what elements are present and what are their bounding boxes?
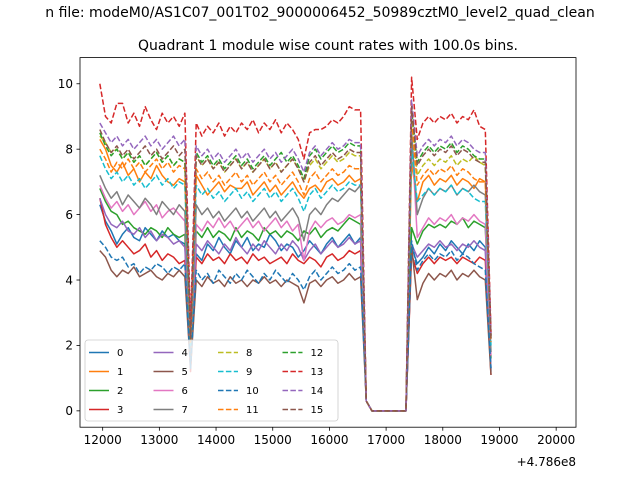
y-tick-label: 2: [65, 339, 73, 353]
x-tick-label: 14000: [197, 433, 235, 447]
figure-suptitle: n file: modeM0/AS1C07_001T02_9000006452_…: [45, 5, 594, 21]
series-line-4: [99, 197, 492, 412]
x-tick-label: 16000: [310, 433, 348, 447]
plot-lines: [99, 76, 492, 412]
chart-title: Quadrant 1 module wise count rates with …: [138, 38, 518, 54]
legend-label-7: 7: [182, 405, 188, 416]
x-tick-label: 20000: [537, 433, 575, 447]
legend-label-12: 12: [311, 348, 324, 359]
legend-label-9: 9: [246, 367, 252, 378]
legend-label-2: 2: [117, 386, 123, 397]
series-line-12: [99, 109, 492, 412]
legend-label-4: 4: [182, 348, 188, 359]
x-tick-label: 18000: [424, 433, 462, 447]
series-line-7: [99, 132, 492, 412]
axes-frame: [79, 57, 577, 428]
legend-label-1: 1: [117, 367, 123, 378]
series-line-15: [99, 105, 492, 412]
x-tick-label: 12000: [84, 433, 122, 447]
series-line-3: [99, 198, 492, 412]
series-line-6: [99, 132, 492, 412]
x-tick-label: 13000: [140, 433, 178, 447]
legend-label-0: 0: [117, 348, 123, 359]
series-line-9: [99, 148, 492, 412]
y-tick-label: 6: [65, 208, 73, 222]
y-axis: 0 2 4 6 8 10: [58, 77, 80, 418]
y-tick-label: 0: [65, 404, 73, 418]
legend-box: [84, 339, 339, 422]
series-line-2: [99, 188, 492, 412]
legend-label-8: 8: [246, 348, 252, 359]
x-tick-label: 17000: [367, 433, 405, 447]
series-line-10: [99, 240, 492, 412]
x-offset-label: +4.786e8: [517, 455, 576, 469]
y-tick-label: 4: [65, 273, 73, 287]
y-tick-label: 8: [65, 142, 73, 156]
series-line-11: [99, 119, 492, 412]
legend-label-15: 15: [311, 405, 324, 416]
series-line-14: [99, 99, 492, 412]
y-tick-label: 10: [58, 77, 73, 91]
legend-label-3: 3: [117, 405, 123, 416]
legend-label-11: 11: [246, 405, 259, 416]
legend-label-14: 14: [311, 386, 324, 397]
series-line-0: [99, 204, 492, 412]
x-tick-label: 19000: [480, 433, 518, 447]
legend-label-10: 10: [246, 386, 259, 397]
series-line-13: [99, 76, 492, 412]
series-line-5: [99, 246, 492, 412]
legend-label-5: 5: [182, 367, 188, 378]
series-line-1: [99, 138, 492, 412]
x-axis: 12000 13000 14000 15000 16000 17000 18000 19000…: [84, 427, 575, 447]
x-tick-label: 15000: [254, 433, 292, 447]
legend-label-13: 13: [311, 367, 324, 378]
legend-label-6: 6: [182, 386, 188, 397]
